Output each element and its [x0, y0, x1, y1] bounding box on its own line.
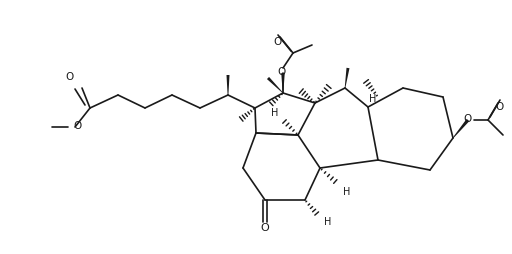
Text: H: H [324, 217, 332, 227]
Text: O: O [463, 114, 471, 124]
Polygon shape [226, 75, 229, 95]
Text: H: H [271, 108, 279, 118]
Text: H: H [344, 187, 351, 197]
Polygon shape [267, 77, 283, 93]
Polygon shape [453, 119, 470, 138]
Text: O: O [274, 37, 282, 47]
Polygon shape [281, 73, 285, 93]
Text: O: O [73, 121, 81, 131]
Text: H: H [369, 94, 377, 104]
Text: O: O [66, 72, 74, 82]
Polygon shape [345, 68, 350, 88]
Text: O: O [496, 102, 504, 112]
Text: O: O [261, 223, 269, 233]
Text: O: O [277, 67, 285, 77]
